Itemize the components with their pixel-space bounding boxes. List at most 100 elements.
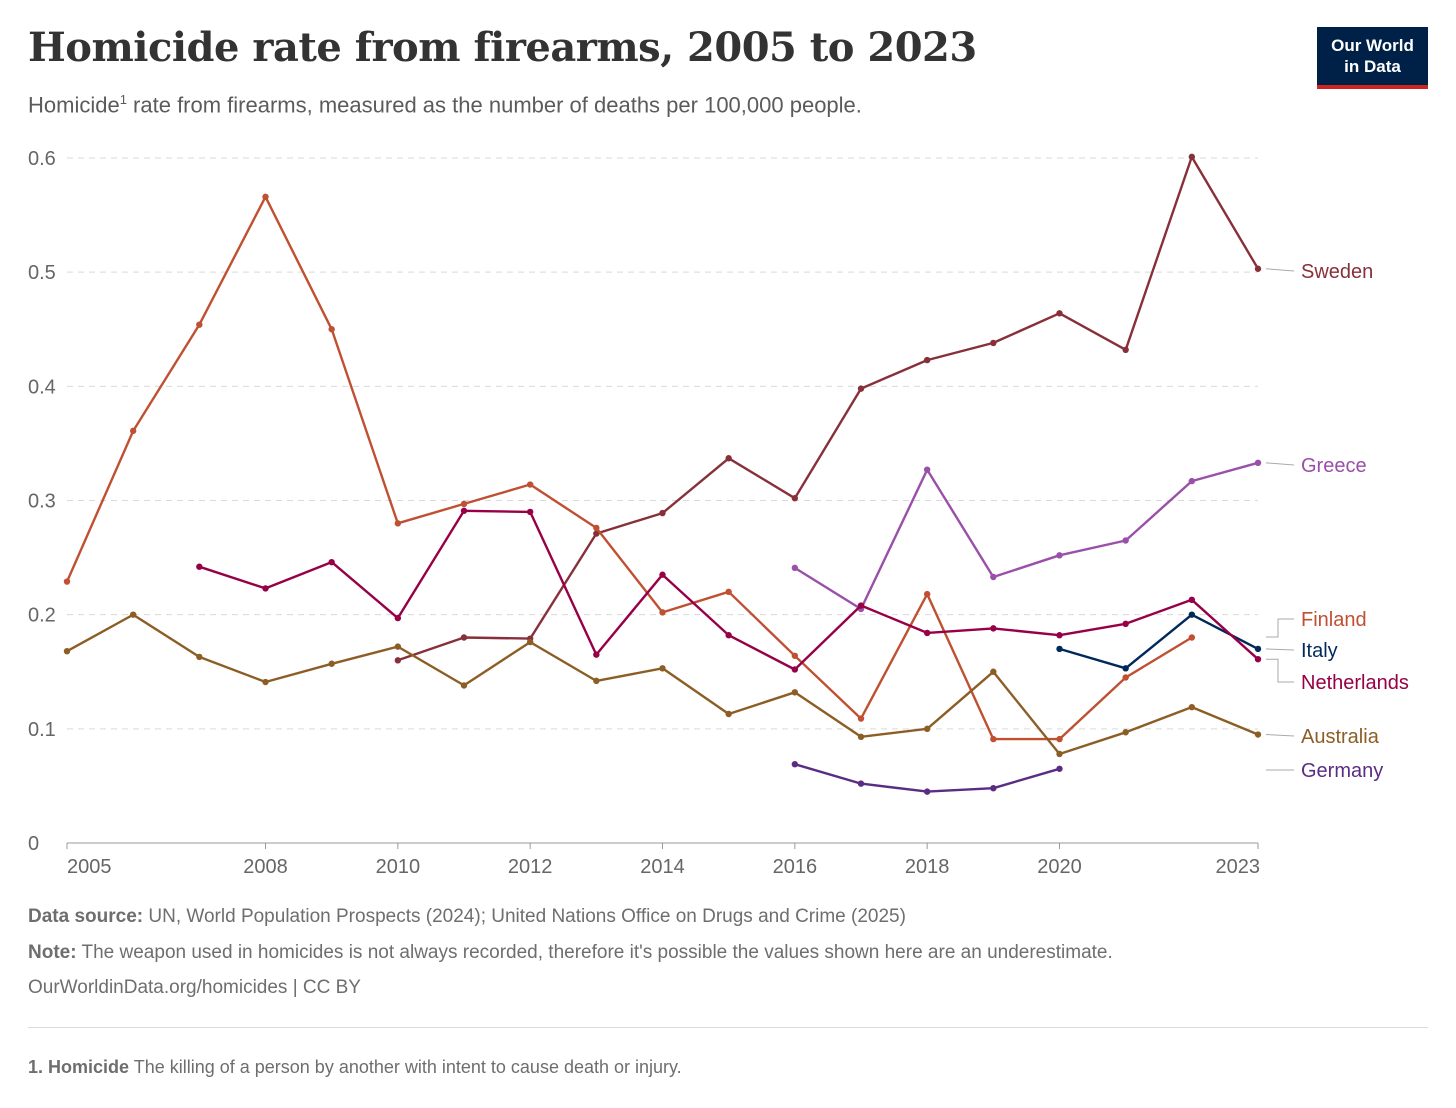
label-connector — [1265, 734, 1295, 737]
data-point — [526, 481, 534, 488]
x-tick-label: 2023 — [1216, 856, 1261, 878]
label-connector — [1265, 648, 1295, 651]
data-point — [725, 455, 732, 462]
data-point — [1188, 703, 1196, 711]
data-point — [659, 509, 666, 517]
data-point — [990, 668, 997, 675]
data-point — [262, 585, 269, 592]
data-point — [328, 326, 335, 333]
x-tick-label: 2014 — [640, 856, 685, 878]
line-chart: 0 0.1 0.2 0.3 0.4 0.5 0.6 2005 2008 2010 2012 2014 2… — [28, 148, 1409, 878]
series-line — [1059, 613, 1259, 670]
end-label-sweden: Sweden — [1265, 261, 1373, 283]
logo-line-2: in Data — [1344, 57, 1401, 76]
data-point — [129, 427, 137, 435]
subtitle-lead: Homicide — [28, 92, 120, 118]
data-point — [526, 638, 534, 646]
data-point — [262, 193, 269, 201]
data-point — [1056, 645, 1063, 653]
data-point — [1254, 645, 1262, 653]
y-tick-label: 0.2 — [28, 605, 56, 627]
series-italy — [1056, 611, 1262, 672]
data-point — [1122, 665, 1129, 672]
label-connector — [1265, 268, 1295, 272]
data-point — [394, 657, 402, 664]
data-source-text: UN, World Population Prospects (2024); U… — [143, 906, 906, 927]
x-tick-label: 2016 — [773, 856, 818, 878]
data-point — [196, 653, 203, 661]
data-point — [725, 588, 732, 596]
chart-note: Note: The weapon used in homicides is no… — [28, 942, 1113, 964]
data-point — [1254, 731, 1262, 738]
y-tick-label: 0.3 — [28, 491, 56, 513]
label-connector — [1265, 462, 1295, 466]
series-label: Greece — [1301, 455, 1367, 477]
x-tick-label: 2012 — [508, 856, 553, 878]
y-tick-label: 0.4 — [28, 376, 56, 398]
data-point — [460, 507, 468, 514]
data-point — [923, 356, 931, 364]
data-point — [990, 339, 997, 347]
data-point — [1254, 459, 1262, 467]
owid-logo[interactable]: Our World in Data — [1317, 27, 1428, 89]
data-point — [63, 578, 71, 585]
footer-divider — [28, 1027, 1428, 1028]
data-source-label: Data source: — [28, 906, 144, 927]
data-point — [791, 689, 799, 696]
footnote-text: The killing of a person by another with … — [129, 1057, 682, 1077]
data-point — [923, 788, 931, 795]
x-tick-label: 2008 — [243, 856, 288, 878]
data-point — [593, 677, 600, 685]
data-point — [659, 571, 666, 578]
y-tick-label: 0.1 — [28, 719, 56, 741]
data-point — [990, 573, 997, 581]
data-point — [196, 563, 203, 570]
credit-link[interactable]: OurWorldinData.org/homicides | CC BY — [28, 977, 361, 998]
data-point — [1254, 655, 1262, 663]
chart-title: Homicide rate from firearms, 2005 to 202… — [28, 24, 977, 71]
data-point — [593, 524, 600, 532]
data-point — [1188, 477, 1196, 485]
data-point — [460, 500, 468, 508]
data-point — [63, 648, 71, 655]
note-text: The weapon used in homicides is not alwa… — [76, 942, 1113, 963]
data-point — [1122, 674, 1129, 681]
data-point — [990, 735, 997, 743]
data-point — [394, 520, 402, 527]
series-netherlands — [196, 507, 1262, 673]
data-point — [1188, 634, 1196, 641]
data-point — [196, 321, 203, 328]
data-point — [1188, 611, 1196, 618]
data-point — [129, 611, 137, 618]
series-finland — [63, 193, 1196, 743]
note-label: Note: — [28, 942, 77, 963]
y-tick-label: 0 — [28, 833, 39, 855]
x-tick-label: 2005 — [67, 856, 112, 878]
data-point — [460, 682, 468, 689]
data-point — [791, 666, 799, 673]
data-point — [262, 678, 269, 686]
data-point — [328, 558, 335, 566]
y-tick-label: 0.5 — [28, 262, 56, 284]
data-point — [1122, 346, 1129, 353]
series-label: Italy — [1301, 640, 1338, 662]
series-line — [66, 613, 1259, 756]
data-point — [857, 385, 865, 392]
series-label: Finland — [1301, 609, 1367, 631]
data-point — [1122, 537, 1129, 544]
data-point — [1056, 632, 1063, 639]
series-australia — [63, 611, 1262, 758]
data-point — [659, 665, 666, 672]
footnote-marker[interactable]: 1 — [119, 92, 127, 107]
data-point — [1056, 765, 1063, 772]
series-label: Australia — [1301, 726, 1380, 748]
label-connector — [1266, 618, 1294, 638]
x-tick-label: 2010 — [376, 856, 421, 878]
series-label: Sweden — [1301, 261, 1373, 283]
data-point — [857, 780, 865, 787]
end-label-netherlands: Netherlands — [1266, 658, 1409, 694]
end-label-australia: Australia — [1265, 726, 1380, 748]
data-point — [1188, 596, 1196, 604]
logo-line-1: Our World — [1331, 36, 1414, 55]
data-point — [1056, 735, 1063, 743]
